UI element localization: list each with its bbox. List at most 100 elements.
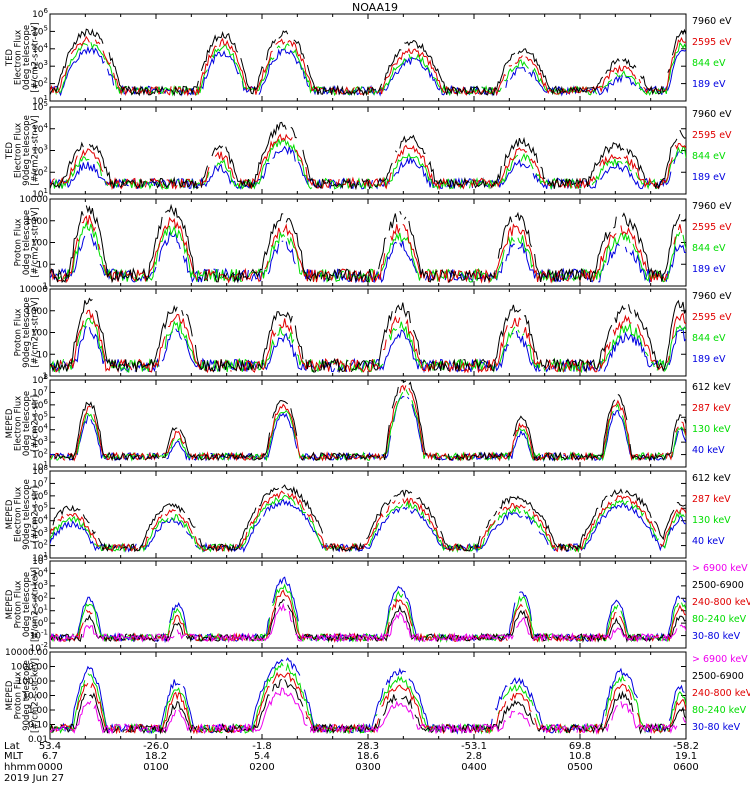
legend-red: 2595 eV <box>692 37 732 48</box>
footer-mlt: 18.2 <box>145 751 167 762</box>
legend-red: 2595 eV <box>692 222 732 233</box>
series-green <box>50 220 686 283</box>
y-axis-label: 90deg telescope <box>22 660 32 731</box>
legend-green: 844 eV <box>692 333 726 344</box>
y-tick-label: 1.00 <box>28 706 48 716</box>
y-tick-label: 10000.00 <box>5 648 48 658</box>
y-axis-label: TED <box>5 141 15 160</box>
series-green <box>50 583 686 644</box>
legend-black: 7960 eV <box>692 109 732 120</box>
legend-green: 80-240 keV <box>692 614 747 625</box>
y-axis-label: 0deg telescope <box>22 391 32 456</box>
legend-black: 2500-6900 <box>692 580 744 591</box>
series-magenta <box>50 687 686 735</box>
y-axis-label: 90deg telescope <box>22 479 32 550</box>
legend-black: 612 keV <box>692 473 731 484</box>
footer-hhmm: 0600 <box>673 762 698 773</box>
series-black <box>50 297 686 374</box>
footer-mlt: 5.4 <box>254 751 270 762</box>
series-red <box>50 490 686 553</box>
y-tick-label: 10 <box>37 350 49 360</box>
legend-black: 7960 eV <box>692 291 732 302</box>
y-tick-label: 1 <box>42 372 48 382</box>
y-tick-label: 10.00 <box>22 692 48 702</box>
series-green <box>50 389 686 462</box>
legend-blue: 40 keV <box>692 445 725 456</box>
y-tick-label: 10000 <box>19 285 48 295</box>
series-black <box>50 380 686 462</box>
y-axis-label: [#/cm2-s-str-eV] <box>31 22 41 92</box>
series-black <box>50 678 686 735</box>
series-blue <box>50 657 685 735</box>
legend-blue: 30-80 keV <box>692 722 741 733</box>
footer-hhmm: 0500 <box>567 762 592 773</box>
legend-blue: 189 eV <box>692 264 726 275</box>
footer-lat: -26.0 <box>143 741 169 752</box>
y-tick-label: 1000.00 <box>11 663 48 673</box>
y-axis-label: MEPED <box>5 499 15 529</box>
y-tick-label: 10000 <box>19 195 48 205</box>
footer-row-label: hhmm <box>4 762 36 773</box>
footer-lat: 69.8 <box>569 741 591 752</box>
y-tick-label: 100.00 <box>17 677 49 687</box>
legend-red: 240-800 keV <box>692 688 750 699</box>
y-axis-label: TED <box>5 48 15 67</box>
legend-green: 844 eV <box>692 58 726 69</box>
y-axis-label: Proton Flux <box>14 581 24 629</box>
series-black <box>50 28 686 97</box>
footer-hhmm: 0200 <box>249 762 274 773</box>
legend-blue: 189 eV <box>692 354 726 365</box>
legend-green: 80-240 keV <box>692 705 747 716</box>
legend-red: 2595 eV <box>692 130 732 141</box>
footer-hhmm: 0300 <box>355 762 380 773</box>
footer-lat: 53.4 <box>39 741 61 752</box>
legend-blue: 189 eV <box>692 79 726 90</box>
y-axis-label: Electron Flux <box>14 487 24 542</box>
y-axis-label: MEPED <box>5 408 15 438</box>
series-red <box>50 671 686 735</box>
y-axis-label: [#/cm2-s-str-eV] <box>31 115 41 185</box>
series-magenta <box>50 602 686 644</box>
panel-8: 0.01 0.10 1.00 10.00 100.00 1000.00 10000.00 ME… <box>5 648 750 745</box>
plot-area <box>50 657 686 735</box>
series-red <box>50 35 686 97</box>
plot-area <box>50 203 686 284</box>
plot-area <box>50 380 686 462</box>
footer-mlt: 2.8 <box>466 751 482 762</box>
series-black <box>50 203 686 284</box>
legend-red: 287 keV <box>692 403 731 414</box>
footer-lat: -1.8 <box>252 741 272 752</box>
legend-blue: 40 keV <box>692 536 725 547</box>
y-axis-label: [#/cm2-s-str-eV] <box>31 297 41 367</box>
legend-green: 130 keV <box>692 515 731 526</box>
y-tick-label: 106 <box>32 7 48 20</box>
footer-row-label: Lat <box>4 741 20 752</box>
footer-lat: -58.2 <box>673 741 699 752</box>
y-axis-label: [#/cm2-s-str-eV] <box>31 207 41 277</box>
series-blue <box>51 576 686 644</box>
y-tick-label: 1000 <box>25 307 48 317</box>
footer-hhmm: 0000 <box>37 762 62 773</box>
footer-hhmm: 0400 <box>461 762 486 773</box>
legend-green: 844 eV <box>692 243 726 254</box>
legend-green: 844 eV <box>692 151 726 162</box>
plot-area <box>50 484 686 554</box>
footer-row-label: MLT <box>4 751 24 762</box>
legend-red: 2595 eV <box>692 312 732 323</box>
y-axis-label: 0deg telescope <box>22 572 32 637</box>
legend-magenta: > 6900 keV <box>692 654 748 665</box>
chart-title: NOAA19 <box>352 1 398 14</box>
y-axis-label: 90deg telescope <box>22 297 32 368</box>
plot-area <box>50 576 686 644</box>
legend-red: 240-800 keV <box>692 597 750 608</box>
y-axis-label: Electron Flux <box>14 123 24 178</box>
